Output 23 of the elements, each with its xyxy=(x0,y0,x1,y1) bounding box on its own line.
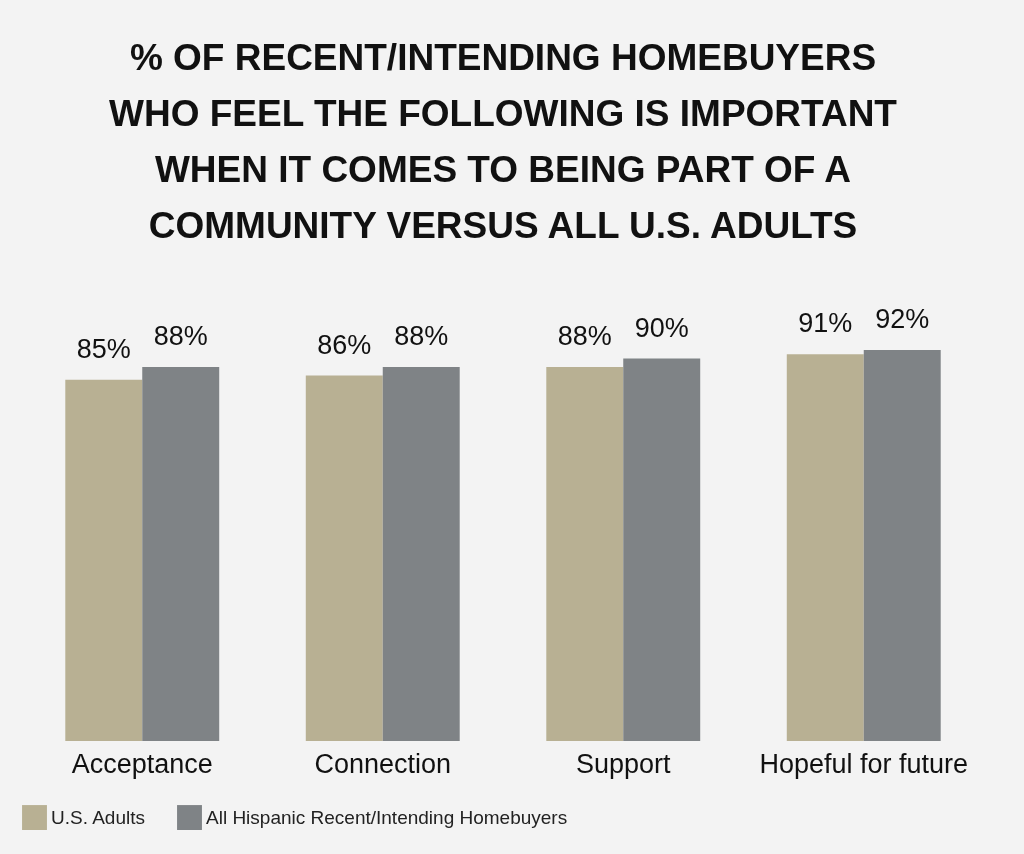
bar xyxy=(863,350,941,741)
bar xyxy=(65,379,143,741)
data-label: 91% xyxy=(798,308,853,339)
data-label: 92% xyxy=(875,304,930,334)
data-label: 88% xyxy=(394,321,449,351)
data-label: 90% xyxy=(634,312,689,343)
bar xyxy=(623,358,701,741)
bar xyxy=(546,367,624,741)
bar xyxy=(305,375,383,741)
x-tick-label: Acceptance xyxy=(71,748,213,779)
x-tick-label: Connection xyxy=(314,748,452,779)
x-tick-label: Hopeful for future xyxy=(759,748,969,779)
chart-title: % OF RECENT/INTENDING HOMEBUYERS WHO FEEL THE FOLLOWING IS IMPORTANT WHEN IT COMES TO BEING PART OF A COMMUNITY VERSUS ALL U.S. ADULTS xyxy=(109,37,898,246)
legend-label: All Hispanic Recent/Intending Homebuyers xyxy=(206,806,568,828)
x-tick-label: Support xyxy=(575,748,672,779)
bar xyxy=(382,367,460,741)
bar xyxy=(142,367,220,741)
data-label: 86% xyxy=(317,329,372,360)
data-label: 88% xyxy=(153,321,208,351)
legend-label: U.S. Adults xyxy=(51,806,145,828)
bar xyxy=(786,354,864,741)
data-label: 88% xyxy=(557,321,612,351)
data-label: 85% xyxy=(76,333,131,364)
